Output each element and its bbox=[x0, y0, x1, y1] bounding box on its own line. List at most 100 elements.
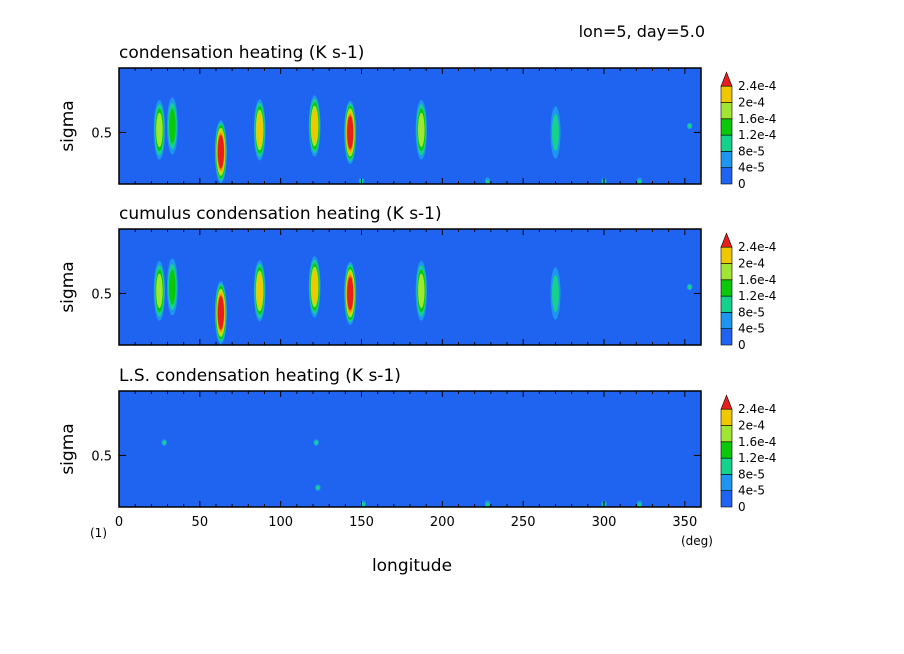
heating-cell bbox=[550, 106, 561, 159]
panel-1: condensation heating (K s-1) 0.5 sigma 0 4e-… bbox=[58, 43, 776, 191]
x-tick-label: 100 bbox=[268, 515, 293, 530]
x-tick-label: 200 bbox=[430, 515, 455, 530]
x-axis-label: longitude bbox=[372, 556, 452, 576]
y-axis-label: sigma bbox=[58, 423, 78, 474]
heating-cell bbox=[636, 177, 643, 184]
colorbar-label: 2.4e-4 bbox=[738, 240, 776, 254]
heating-cell bbox=[313, 439, 319, 446]
contour-level bbox=[418, 112, 425, 148]
colorbar-box bbox=[720, 85, 733, 103]
x-tick-label: 150 bbox=[349, 515, 374, 530]
heating-cell bbox=[253, 99, 266, 161]
contour-level bbox=[314, 440, 319, 445]
colorbar-label: 4e-5 bbox=[738, 322, 765, 336]
colorbar-box bbox=[720, 279, 733, 297]
colorbar-box bbox=[720, 408, 733, 426]
x-tick-label: 250 bbox=[511, 515, 536, 530]
field-background bbox=[119, 229, 701, 345]
colorbar-label: 1.2e-4 bbox=[738, 128, 776, 142]
x-tick-label: 0 bbox=[115, 515, 123, 530]
heating-cell bbox=[686, 283, 693, 291]
contour-level bbox=[169, 108, 176, 144]
x-tick-label: 300 bbox=[592, 515, 617, 530]
heating-cell bbox=[344, 100, 357, 164]
heating-cell bbox=[636, 500, 643, 508]
colorbar-over-arrow bbox=[720, 71, 733, 87]
colorbar-label: 0 bbox=[738, 177, 746, 191]
panel-title: L.S. condensation heating (K s-1) bbox=[119, 366, 401, 386]
colorbar-box bbox=[720, 151, 733, 168]
y-tick-label: 0.5 bbox=[91, 287, 112, 302]
colorbar-label: 0 bbox=[738, 338, 746, 352]
contour-level bbox=[311, 108, 318, 144]
contour-level bbox=[418, 273, 425, 309]
heating-cell bbox=[484, 177, 491, 184]
heating-cell bbox=[415, 100, 428, 160]
colorbar-box bbox=[720, 167, 733, 185]
heating-cell bbox=[253, 260, 266, 322]
x-axis-unit: (deg) bbox=[681, 534, 713, 548]
field-background bbox=[119, 391, 701, 507]
heating-cell bbox=[308, 95, 321, 157]
panel-title: condensation heating (K s-1) bbox=[119, 43, 364, 63]
contour-level bbox=[162, 440, 167, 445]
contour-level bbox=[347, 115, 354, 150]
contour-level bbox=[637, 179, 642, 184]
heating-cell bbox=[550, 267, 561, 320]
panel-2: cumulus condensation heating (K s-1) 0.5 s… bbox=[58, 204, 776, 352]
contour-level bbox=[156, 112, 163, 148]
contour-level bbox=[217, 135, 224, 169]
panel-title: cumulus condensation heating (K s-1) bbox=[119, 204, 442, 224]
contour-level bbox=[347, 276, 354, 311]
colorbar: 0 4e-5 8e-5 1.2e-4 1.6e-4 2e-4 2.4e-4 bbox=[720, 394, 776, 514]
colorbar-label: 2e-4 bbox=[738, 257, 765, 271]
colorbar-box bbox=[720, 328, 733, 346]
contour-level bbox=[311, 269, 318, 305]
heating-cell bbox=[153, 100, 166, 160]
colorbar-box bbox=[720, 263, 733, 281]
heating-cell bbox=[308, 256, 321, 318]
colorbar-label: 8e-5 bbox=[738, 305, 765, 319]
contour-level bbox=[637, 502, 642, 507]
colorbar: 0 4e-5 8e-5 1.2e-4 1.6e-4 2e-4 2.4e-4 bbox=[720, 71, 776, 191]
colorbar-over-arrow bbox=[720, 394, 733, 410]
colorbar-label: 1.2e-4 bbox=[738, 451, 776, 465]
colorbar-over-arrow bbox=[720, 232, 733, 248]
heating-cell bbox=[315, 484, 321, 491]
heating-cell bbox=[686, 122, 693, 130]
colorbar-box bbox=[720, 474, 733, 491]
heating-cell bbox=[166, 258, 178, 316]
y-axis-label: sigma bbox=[58, 100, 78, 151]
colorbar-label: 2e-4 bbox=[738, 419, 765, 433]
colorbar-label: 4e-5 bbox=[738, 161, 765, 175]
colorbar-label: 1.6e-4 bbox=[738, 112, 776, 126]
contour-level bbox=[361, 502, 366, 507]
header-label: lon=5, day=5.0 bbox=[579, 22, 705, 41]
colorbar-box bbox=[720, 490, 733, 508]
y-tick-label: 0.5 bbox=[91, 126, 112, 141]
y-axis-label: sigma bbox=[58, 261, 78, 312]
colorbar-box bbox=[720, 118, 733, 136]
colorbar-label: 8e-5 bbox=[738, 467, 765, 481]
colorbar-box bbox=[720, 102, 733, 120]
x-tick-label: 350 bbox=[672, 515, 697, 530]
contour-level bbox=[485, 502, 490, 507]
colorbar-label: 1.6e-4 bbox=[738, 435, 776, 449]
colorbar: 0 4e-5 8e-5 1.2e-4 1.6e-4 2e-4 2.4e-4 bbox=[720, 232, 776, 352]
heating-cell bbox=[484, 500, 491, 508]
field-background bbox=[119, 68, 701, 184]
colorbar-box bbox=[720, 441, 733, 459]
colorbar-label: 2.4e-4 bbox=[738, 402, 776, 416]
x-tick-label: 50 bbox=[192, 515, 209, 530]
contour-level bbox=[687, 123, 692, 129]
contour-level bbox=[156, 273, 163, 309]
contour-level bbox=[552, 275, 559, 312]
heating-cell bbox=[214, 281, 227, 345]
colorbar-label: 1.2e-4 bbox=[738, 289, 776, 303]
panel-3: L.S. condensation heating (K s-1) 0.5 sigm… bbox=[58, 366, 776, 514]
contour-level bbox=[256, 112, 263, 147]
y-tick-label: 0.5 bbox=[91, 449, 112, 464]
colorbar-label: 8e-5 bbox=[738, 144, 765, 158]
colorbar-box bbox=[720, 134, 733, 152]
